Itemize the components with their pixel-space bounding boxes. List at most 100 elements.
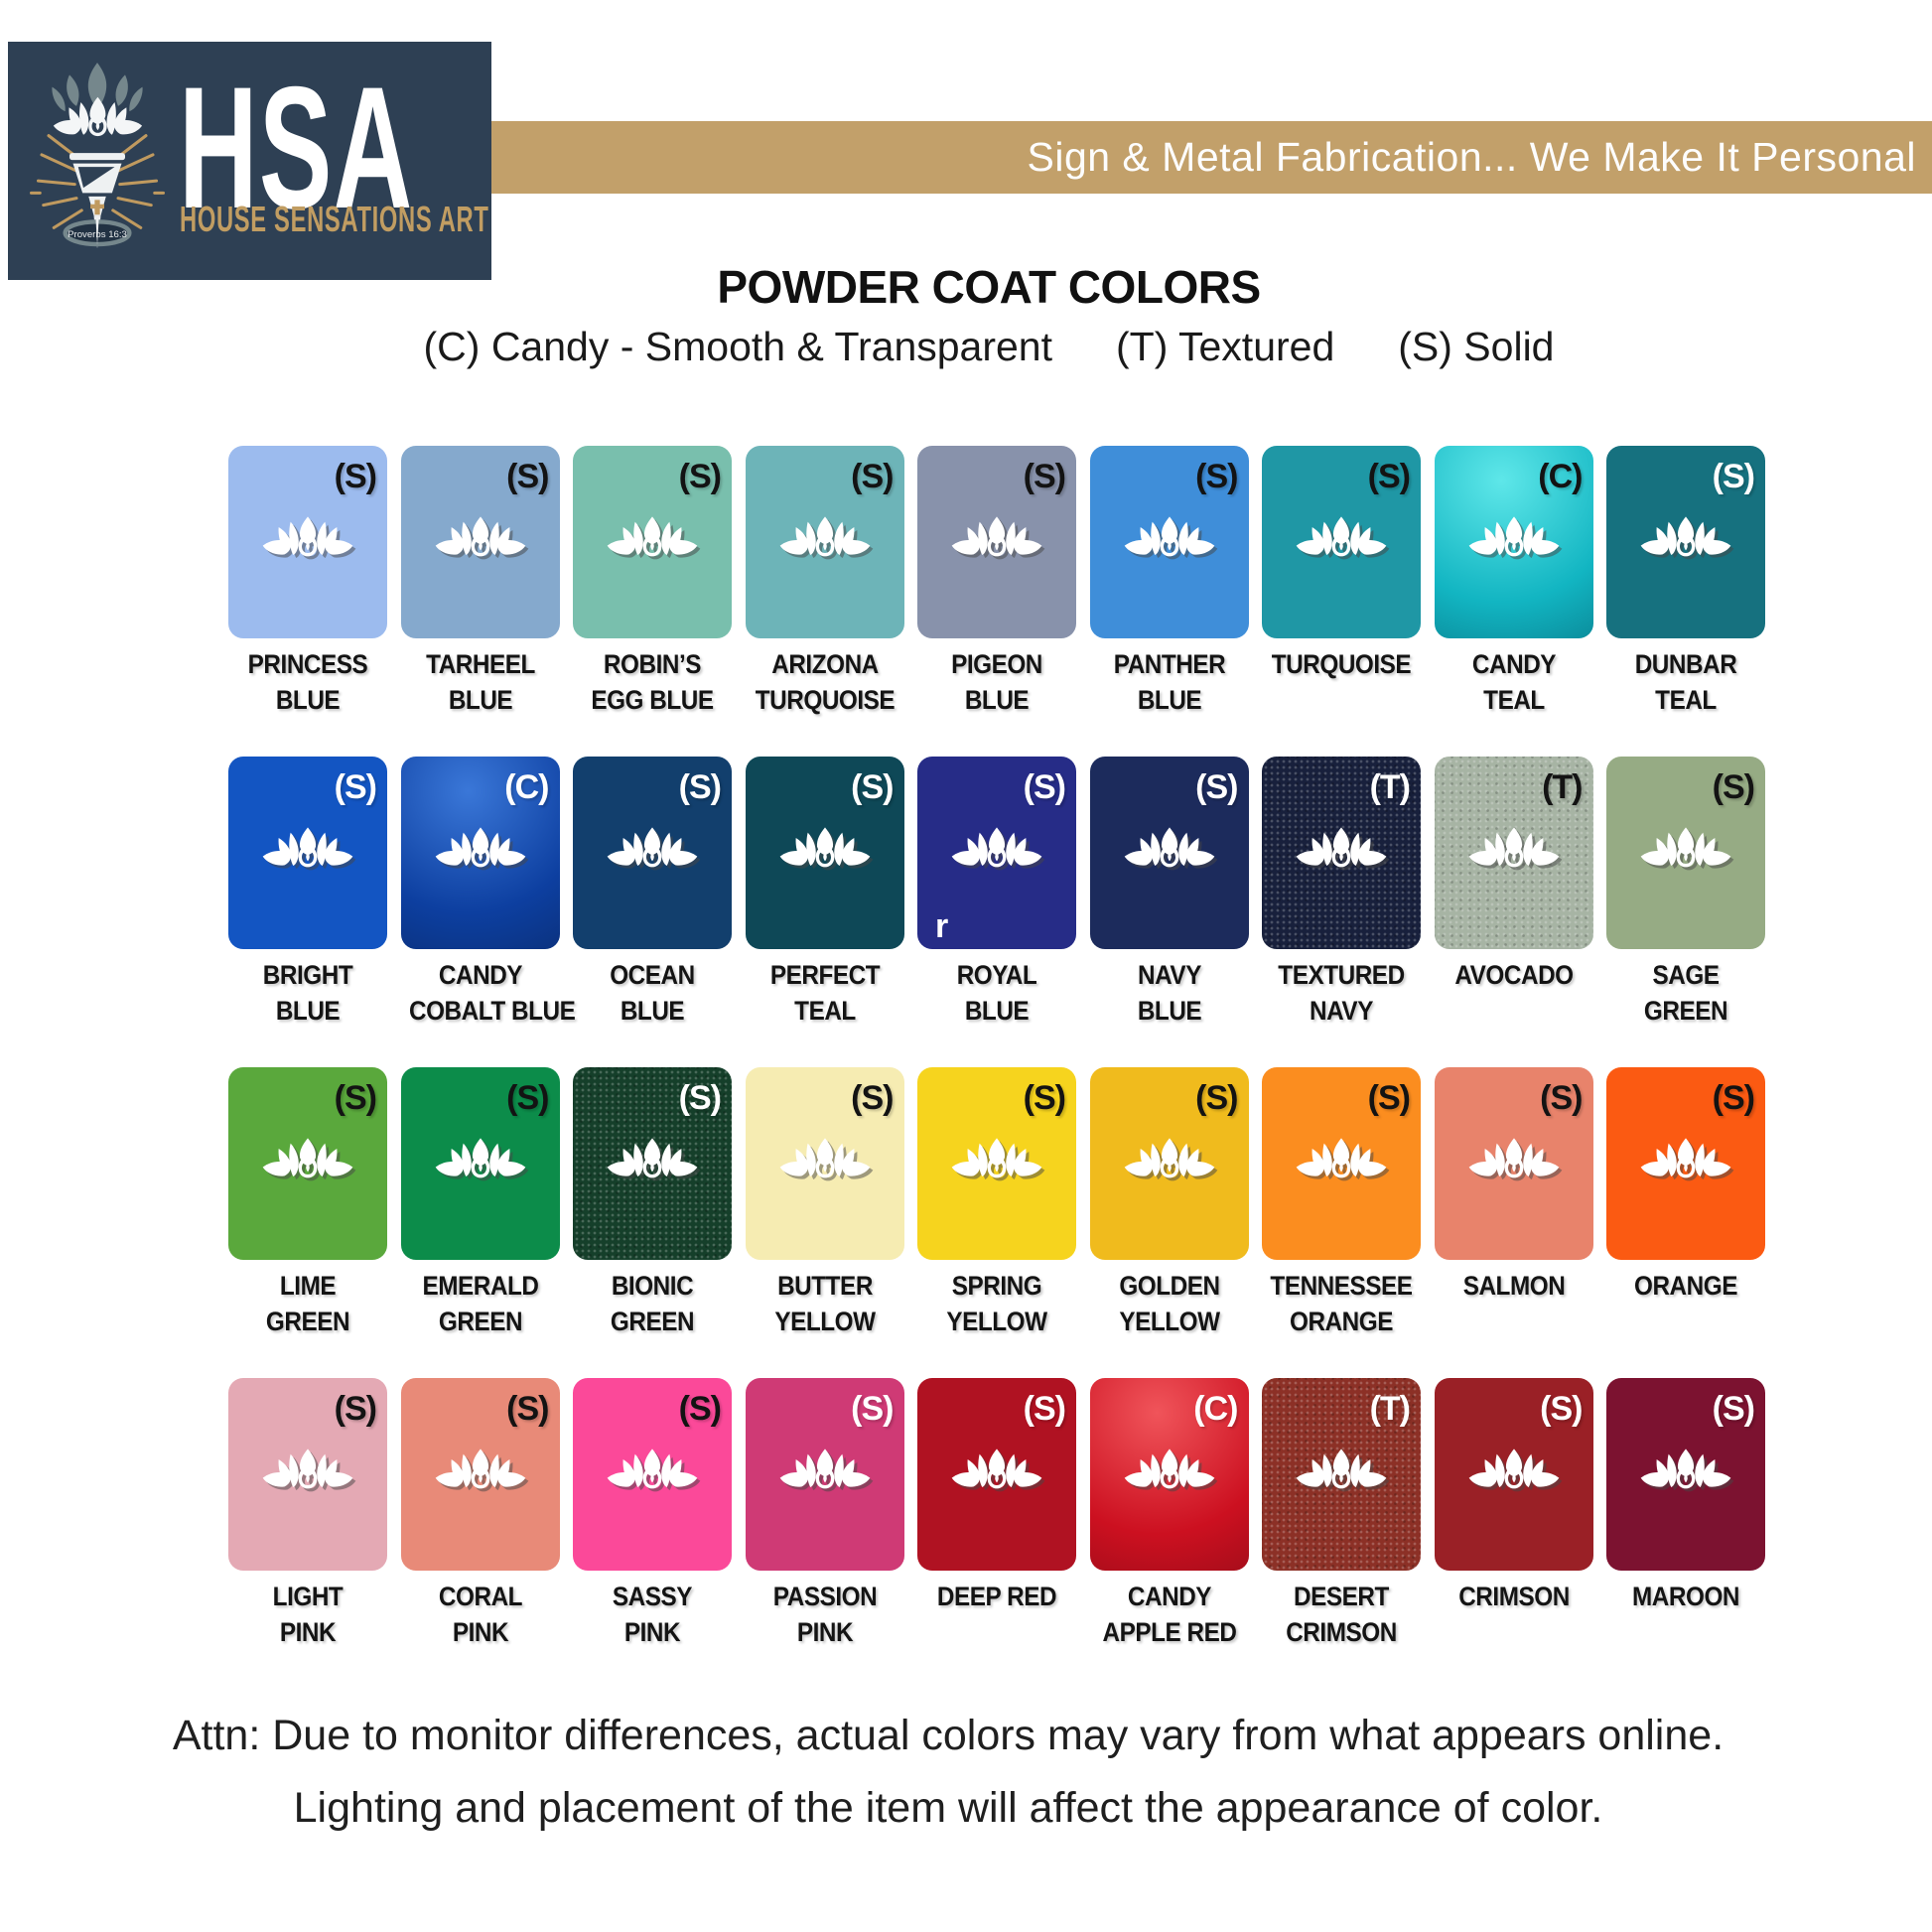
color-name-line: MAROON <box>1632 1582 1739 1611</box>
color-name: BIONIC GREEN <box>573 1268 732 1339</box>
lotus-icon <box>1296 1449 1387 1489</box>
color-name-line: CANDY <box>438 960 522 990</box>
grid-row: (S) BRIGHT BLUE (C) CANDY COBALT BLUE (S) OCEAN… <box>228 757 1765 1029</box>
finish-code-badge: (S) <box>678 1390 722 1428</box>
color-name: PANTHER BLUE <box>1090 646 1249 718</box>
swatch-cell: (S) OCEAN BLUE <box>573 757 732 1029</box>
color-name-line: NAVY <box>1137 960 1201 990</box>
lotus-icon <box>1640 827 1731 868</box>
color-name-line: TEAL <box>1482 685 1545 715</box>
finish-code-badge: (S) <box>1023 768 1066 806</box>
color-name-line: DUNBAR <box>1634 649 1737 679</box>
swatch-cell: (S) SASSY PINK <box>573 1378 732 1650</box>
finish-code-badge: (S) <box>334 768 377 806</box>
color-name-line: TURQUOISE <box>755 685 895 715</box>
color-swatch: (T) <box>1262 1378 1421 1571</box>
color-name: PRINCESS BLUE <box>228 646 387 718</box>
color-name: GOLDEN YELLOW <box>1090 1268 1249 1339</box>
color-name-line: TENNESSEE <box>1270 1271 1413 1301</box>
color-name: SAGE GREEN <box>1606 957 1765 1029</box>
lotus-icon <box>779 516 870 557</box>
swatch-cell: (S) TENNESSEE ORANGE <box>1262 1067 1421 1339</box>
color-swatch: (S) <box>745 446 904 638</box>
finish-code-badge: (S) <box>851 1390 894 1428</box>
color-name-line: PINK <box>452 1617 508 1647</box>
lotus-icon <box>435 516 525 557</box>
color-name: LIGHT PINK <box>228 1579 387 1650</box>
color-name-line: PANTHER <box>1113 649 1225 679</box>
color-name: MAROON <box>1606 1579 1765 1614</box>
grid-row: (S) LIGHT PINK (S) CORAL PINK (S) SASSY PINK (S) P… <box>228 1378 1765 1650</box>
color-name-line: ARIZONA <box>770 649 879 679</box>
color-swatch: (S) <box>400 1378 560 1571</box>
color-name: NAVY BLUE <box>1090 957 1249 1029</box>
color-swatch: (S) <box>228 1067 387 1260</box>
finish-code-badge: (S) <box>1712 768 1755 806</box>
finish-code-badge: (S) <box>334 1079 377 1117</box>
color-swatch: (S) <box>228 446 387 638</box>
finish-code-badge: (C) <box>1538 458 1583 495</box>
finish-code-badge: (S) <box>851 1079 894 1117</box>
lotus-icon <box>607 827 698 868</box>
swatch-cell: (S) DUNBAR TEAL <box>1606 446 1765 718</box>
lotus-icon <box>1468 516 1559 557</box>
swatch-cell: (S) PERFECT TEAL <box>745 757 904 1029</box>
color-name-line: BLUE <box>1137 685 1201 715</box>
tagline-banner: Sign & Metal Fabrication... We Make It P… <box>491 121 1932 194</box>
color-swatch: (S) <box>228 1378 387 1571</box>
torch-lotus-emblem: Proverbs 16:3 <box>29 63 166 249</box>
emblem-base: Proverbs 16:3 <box>63 215 132 247</box>
finish-code-badge: (S) <box>1540 1079 1583 1117</box>
color-name-line: TEAL <box>793 996 856 1026</box>
swatch-cell: (S) EMERALD GREEN <box>400 1067 560 1339</box>
color-swatch: (S) <box>917 1378 1076 1571</box>
lotus-icon <box>1296 516 1387 557</box>
finish-code-badge: (S) <box>1195 1079 1238 1117</box>
color-name-line: CRIMSON <box>1286 1617 1397 1647</box>
color-name-line: AVOCADO <box>1453 960 1574 990</box>
color-name-line: YELLOW <box>946 1307 1047 1336</box>
lotus-icon <box>1468 1449 1559 1489</box>
finish-code-badge: (S) <box>678 458 722 495</box>
color-name: TEXTURED NAVY <box>1262 957 1421 1029</box>
finish-code-badge: (S) <box>851 768 894 806</box>
lotus-icon <box>607 1449 698 1489</box>
color-swatch: (S) <box>573 1378 732 1571</box>
finish-code-badge: (S) <box>506 458 549 495</box>
color-name: CANDY TEAL <box>1435 646 1593 718</box>
lotus-icon <box>262 1449 353 1489</box>
lotus-icon <box>1468 827 1559 868</box>
swatch-cell: (S) ORANGE <box>1606 1067 1765 1339</box>
color-name: TENNESSEE ORANGE <box>1262 1268 1421 1339</box>
finish-code-badge: (S) <box>1712 1079 1755 1117</box>
color-name-line: ROYAL <box>956 960 1037 990</box>
lotus-icon <box>1468 1138 1559 1178</box>
color-name-line: ROBIN’S <box>603 649 702 679</box>
color-name-line: PERFECT <box>769 960 880 990</box>
color-name-line: TURQUOISE <box>1271 649 1412 679</box>
color-name-line: PIGEON <box>951 649 1042 679</box>
finish-code-badge: (S) <box>678 1079 722 1117</box>
color-name-line: CRIMSON <box>1457 1582 1570 1611</box>
finish-code-badge: (S) <box>1540 1390 1583 1428</box>
finish-code-badge: (S) <box>334 458 377 495</box>
swatch-cell: (C) CANDY APPLE RED <box>1089 1378 1249 1650</box>
color-name-line: CORAL <box>438 1582 522 1611</box>
finish-code-badge: (S) <box>506 1079 549 1117</box>
color-name: ORANGE <box>1606 1268 1765 1304</box>
color-name-line: SPRING <box>951 1271 1042 1301</box>
lotus-icon <box>951 1138 1042 1178</box>
swatch-cell: (S) GOLDEN YELLOW <box>1089 1067 1249 1339</box>
grid-row: (S) LIME GREEN (S) EMERALD GREEN (S) BIONIC GREE… <box>228 1067 1765 1339</box>
swatch-cell: (S) ROBIN’S EGG BLUE <box>573 446 732 718</box>
color-name: CANDY APPLE RED <box>1090 1579 1249 1650</box>
swatch-cell: (S) MAROON <box>1606 1378 1765 1650</box>
color-name-line: ORANGE <box>1290 1307 1393 1336</box>
color-name: ROYAL BLUE <box>917 957 1076 1029</box>
scripture-text: Proverbs 16:3 <box>68 229 127 240</box>
finish-code-badge: (C) <box>504 768 549 806</box>
color-name-line: EGG BLUE <box>591 685 714 715</box>
color-name-line: TEAL <box>1655 685 1717 715</box>
color-name-line: LIGHT <box>272 1582 344 1611</box>
color-name-line: SAGE <box>1652 960 1720 990</box>
